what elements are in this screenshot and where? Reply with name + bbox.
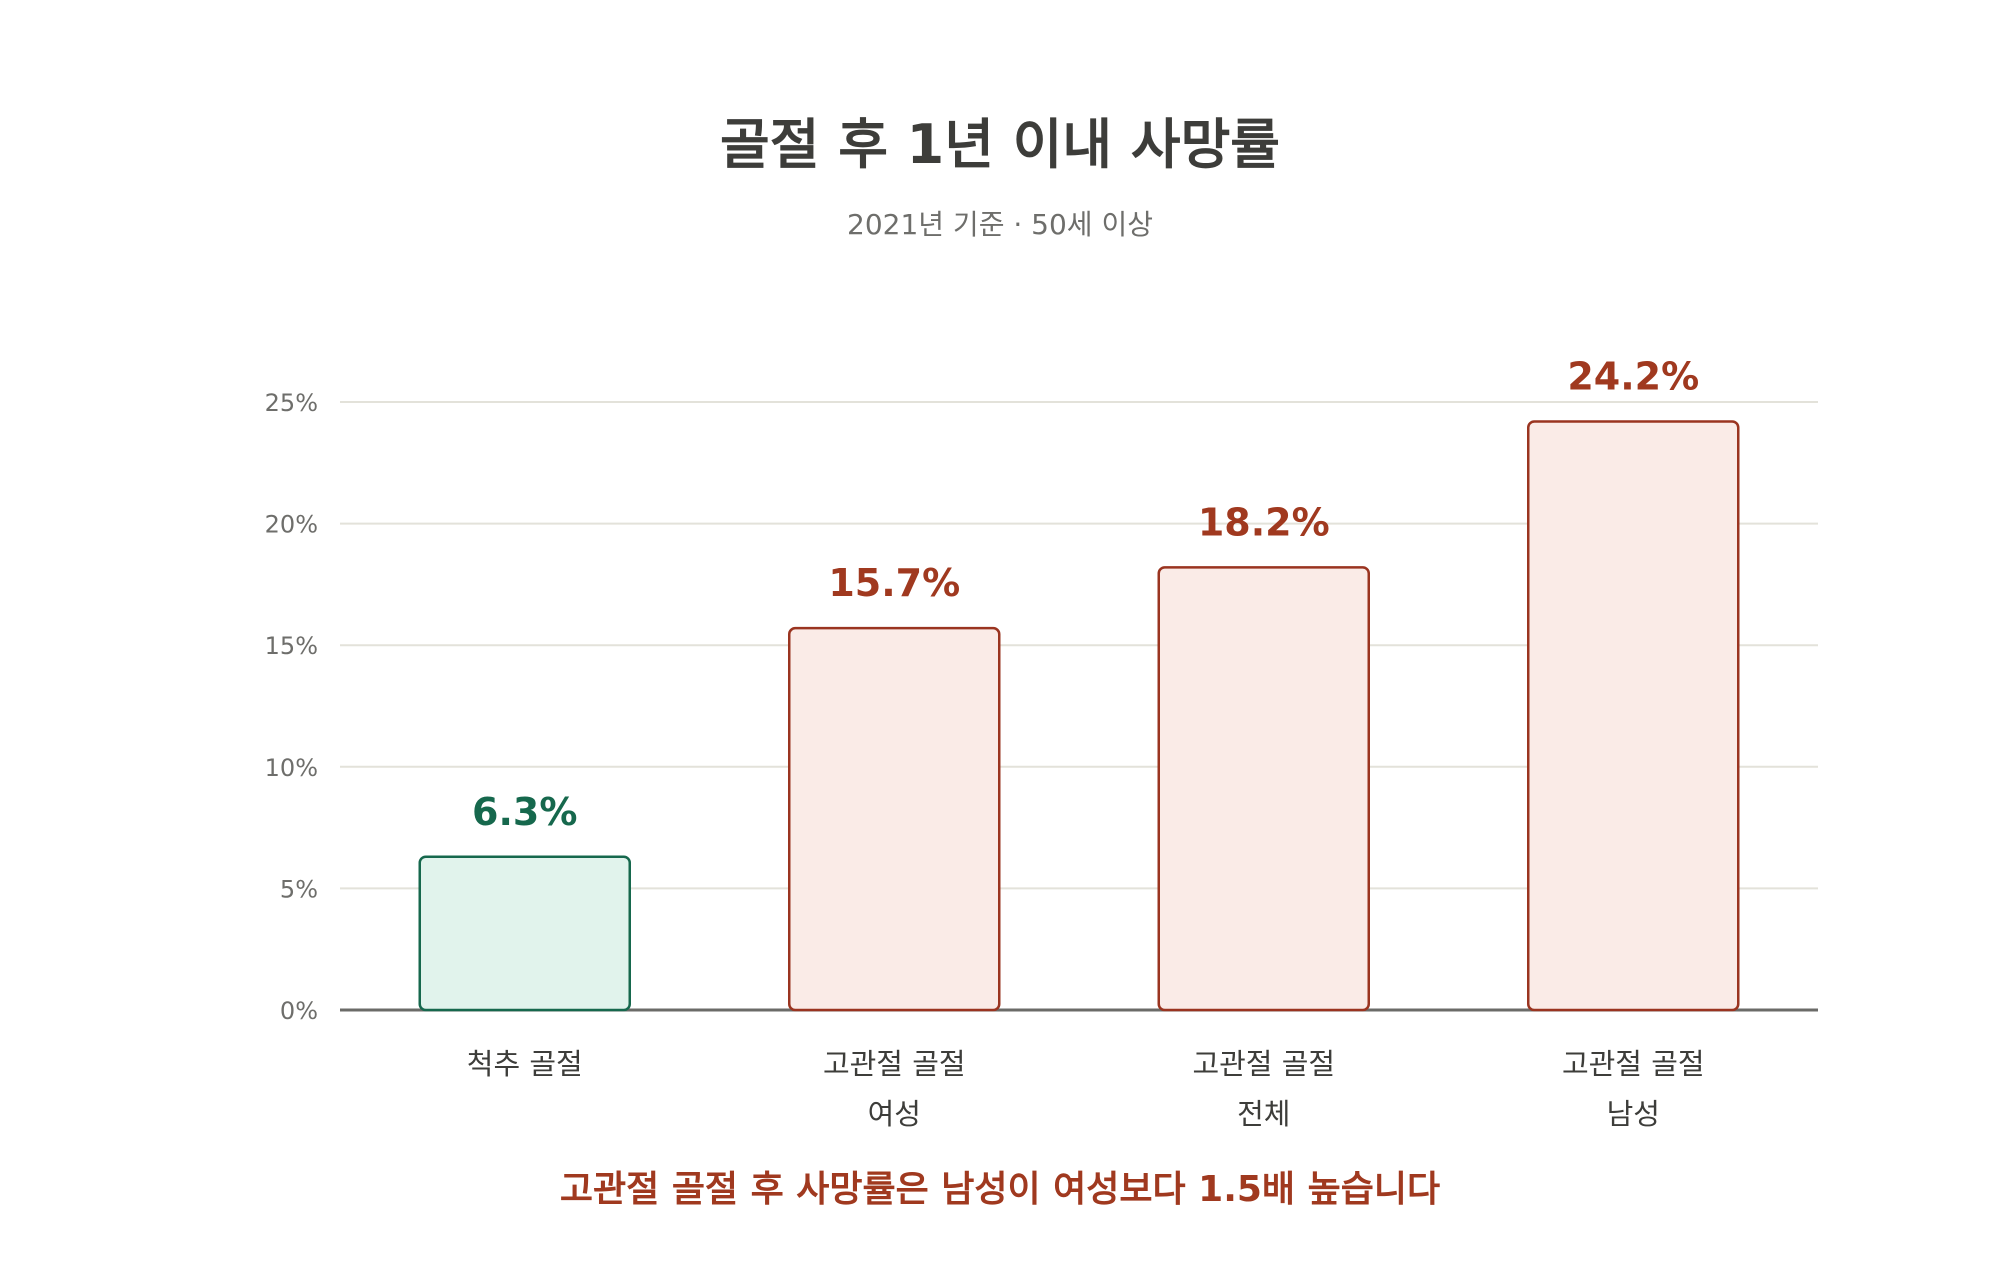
x-category-label: 고관절 골절 <box>1562 1047 1705 1081</box>
y-tick-label: 15% <box>265 632 318 660</box>
bar-value-label: 6.3% <box>472 790 577 834</box>
bar <box>1527 420 1740 1012</box>
y-tick-label: 0% <box>280 997 318 1025</box>
x-category-label: 고관절 골절 <box>823 1047 966 1081</box>
chart-subtitle: 2021년 기준 · 50세 이상 <box>847 208 1153 241</box>
y-tick-label: 25% <box>265 389 318 417</box>
y-tick-label: 20% <box>265 511 318 539</box>
x-category-label: 고관절 골절 <box>1192 1047 1335 1081</box>
x-category-label: 척추 골절 <box>467 1047 583 1081</box>
bar-value-label: 24.2% <box>1567 354 1699 398</box>
x-category-label: 여성 <box>868 1097 921 1131</box>
bar <box>1157 566 1370 1012</box>
x-category-label: 남성 <box>1607 1097 1660 1131</box>
bar-value-label: 18.2% <box>1198 500 1330 544</box>
chart-note: 고관절 골절 후 사망률은 남성이 여성보다 1.5배 높습니다 <box>559 1169 1441 1210</box>
chart-title: 골절 후 1년 이내 사망률 <box>720 113 1280 176</box>
bar <box>788 626 1001 1012</box>
y-tick-label: 10% <box>265 754 318 782</box>
x-category-label: 전체 <box>1237 1097 1290 1131</box>
bar-value-label: 15.7% <box>828 561 960 605</box>
bar <box>418 855 631 1012</box>
y-tick-label: 5% <box>280 875 318 903</box>
